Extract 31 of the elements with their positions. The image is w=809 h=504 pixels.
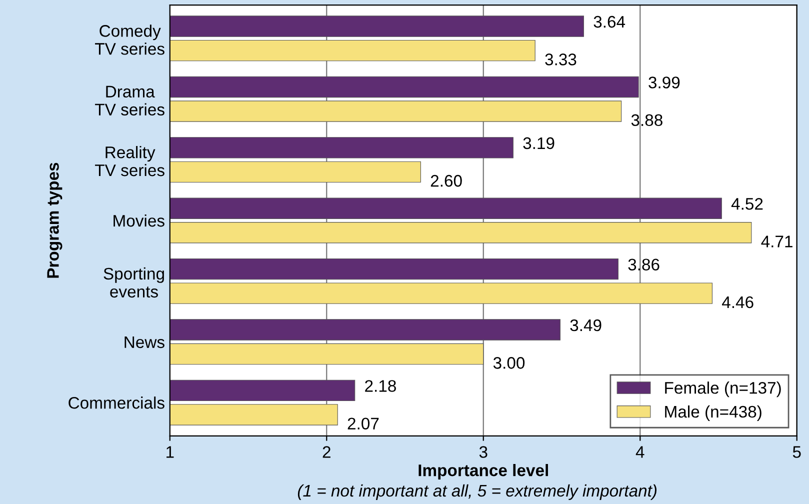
data-label: 4.52 <box>731 198 763 210</box>
data-label: 4.46 <box>722 296 754 308</box>
data-label: 3.86 <box>628 258 660 270</box>
x-tick-label: 4 <box>636 446 644 458</box>
legend-label: Male (n=438) <box>665 405 762 421</box>
x-tick-label: 2 <box>322 446 330 458</box>
data-label: 3.99 <box>648 76 680 88</box>
x-tick-label: 1 <box>166 446 174 458</box>
data-label: 3.19 <box>523 137 554 150</box>
text: (1 = not important at all, 5 = extremely important) <box>298 484 656 500</box>
x-tick-label: 3 <box>479 446 488 458</box>
y-tick-label: Reality TV series <box>95 146 164 176</box>
y-tick-label: Commercials <box>68 396 164 409</box>
data-label: 3.33 <box>545 54 576 66</box>
y-tick-label: News <box>124 336 164 348</box>
x-tick-label: 5 <box>792 446 801 458</box>
legend-label: Female (n=137) <box>665 382 781 398</box>
x-axis-title: Importance level <box>418 464 548 480</box>
y-tick-label: Comedy TV series <box>95 24 164 55</box>
data-label: 2.18 <box>365 380 396 392</box>
data-label: 3.00 <box>493 357 525 369</box>
data-label: 3.88 <box>631 114 662 126</box>
data-label: 2.60 <box>430 174 462 187</box>
data-label: 2.07 <box>348 418 379 430</box>
y-axis-title: Program types <box>47 162 62 278</box>
y-tick-label: Drama TV series <box>95 86 164 116</box>
data-label: 3.49 <box>570 319 602 332</box>
data-label: 4.71 <box>761 236 792 248</box>
y-tick-label: Sporting events <box>104 267 164 298</box>
y-tick-label: Movies <box>114 214 164 227</box>
data-label: 3.64 <box>594 16 626 28</box>
